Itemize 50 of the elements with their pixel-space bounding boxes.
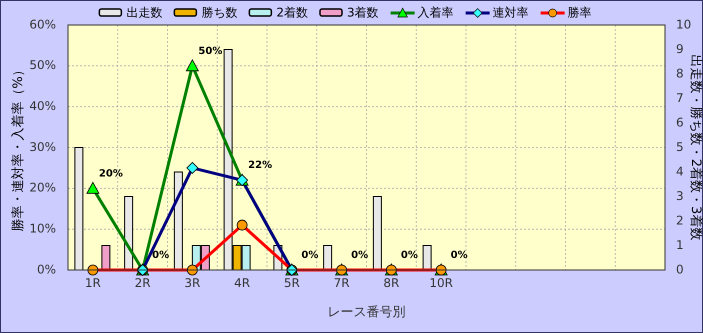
legend-label: 勝率 [568,5,592,20]
y-axis-title: 勝率・連対率・入着率（%） [10,63,26,232]
bar [74,147,84,270]
data-label: 0% [400,250,418,261]
x-tick-label: 4R [234,276,250,290]
y2-tick-label: 8 [676,66,684,80]
bar [323,245,332,270]
x-tick-label: 3R [184,276,200,290]
data-label: 50% [198,46,222,57]
legend-label: 2着数 [276,5,308,20]
bar [174,172,183,270]
y2-tick-label: 3 [676,188,684,203]
y2-tick-label: 1 [676,238,684,252]
legend-label: 勝ち数 [201,5,238,20]
y2-tick-label: 0 [676,262,684,276]
y2-axis-title: 出走数・勝ち数・2着数・3着数 [688,54,703,240]
legend-label: 入着率 [418,5,454,20]
x-axis-title: レース番号別 [328,305,406,320]
x-tick-label: 5R [284,276,300,290]
data-label: 0% [152,250,170,261]
data-label: 22% [248,160,272,172]
y-tick-label: 10% [29,221,56,236]
y2-tick-label: 2 [676,213,684,228]
legend-label: 連対率 [492,5,529,20]
bar [422,245,432,270]
x-tick-label: 1R [84,276,101,290]
data-label: 20% [98,168,123,180]
y-tick-label: 30% [29,140,56,154]
x-tick-label: 8R [383,276,400,290]
x-tick-label: 10R [429,276,453,290]
y2-tick-label: 6 [676,115,684,130]
legend-label: 3着数 [347,5,379,20]
y-tick-label: 60% [29,17,56,32]
y-tick-label: 20% [29,180,56,195]
legend-label: 出走数 [126,5,162,20]
bar [372,196,382,270]
bar [101,245,110,270]
y2-tick-label: 5 [676,140,684,154]
data-label: 0% [351,250,368,261]
y2-tick-label: 4 [676,164,684,178]
y-tick-label: 0% [36,262,56,276]
y-tick-label: 50% [29,58,56,72]
y-tick-label: 40% [29,98,56,113]
data-label: 0% [301,250,318,261]
y2-tick-label: 9 [676,42,684,56]
x-tick-label: 7R [334,276,350,290]
data-label: 0% [450,250,468,261]
y2-tick-label: 10 [676,17,692,32]
y2-tick-label: 7 [676,90,684,105]
x-tick-label: 2R [134,276,151,290]
